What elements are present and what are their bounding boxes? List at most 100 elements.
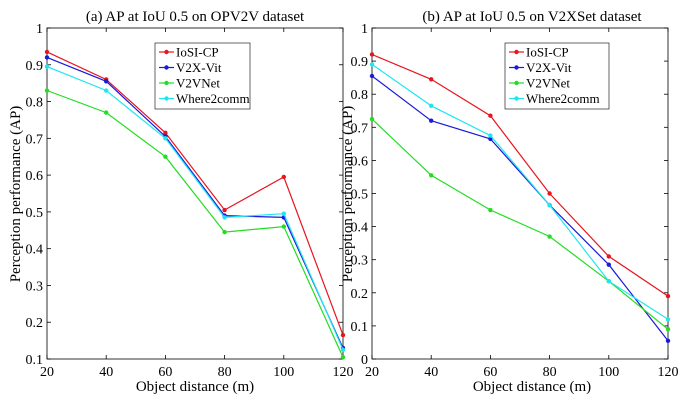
data-point: [222, 229, 227, 235]
data-point: [369, 62, 375, 67]
y-tick-label: 0.7: [351, 121, 369, 136]
legend-marker: [514, 49, 519, 55]
data-point: [281, 224, 286, 229]
y-tick-label: 0.2: [26, 316, 44, 331]
series-line-v2vnet: [46, 89, 344, 358]
y-tick-label: 0.6: [351, 154, 369, 169]
y-tick-label: 0.3: [351, 254, 369, 269]
data-point: [104, 110, 109, 115]
data-point: [281, 211, 286, 216]
data-point: [547, 234, 552, 239]
data-point: [369, 116, 375, 122]
x-tick-label: 80: [218, 365, 232, 380]
x-tick-label: 80: [543, 365, 557, 380]
x-tick-label: 120: [658, 365, 679, 380]
series-line-iosi-cp: [46, 51, 344, 336]
data-point: [369, 52, 375, 57]
data-point: [488, 207, 493, 213]
legend-marker: [514, 96, 519, 101]
y-tick-label: 0.1: [26, 353, 44, 368]
y-tick-label: 0.4: [351, 221, 369, 236]
plot-frame-a: [46, 27, 344, 360]
chart-panel-b: (b) AP at IoU 0.5 on V2XSet dataset Obje…: [340, 9, 679, 395]
chart-panel-a: (a) AP at IoU 0.5 on OPV2V dataset Objec…: [8, 9, 354, 395]
y-axis-label-b: Perception performance (AP): [340, 106, 356, 283]
chart-title-a: (a) AP at IoU 0.5 on OPV2V dataset: [86, 9, 305, 25]
legend-marker: [164, 49, 169, 55]
data-point: [665, 338, 671, 343]
data-point: [163, 154, 168, 159]
data-point: [44, 64, 50, 69]
data-point: [429, 118, 434, 123]
data-point: [340, 354, 346, 360]
x-tick-label: 40: [424, 365, 438, 380]
data-point: [488, 133, 493, 138]
data-point: [606, 254, 611, 259]
data-point: [547, 191, 552, 196]
legend-label: Where2comm: [176, 91, 250, 106]
x-axis-label-b: Object distance (m): [473, 379, 591, 395]
legend-label: V2VNet: [526, 76, 570, 91]
data-point: [488, 113, 493, 118]
legend-label: V2VNet: [176, 76, 220, 91]
x-tick-label: 20: [365, 365, 379, 380]
series-line-where2comm: [46, 66, 344, 351]
legend-label: Where2comm: [526, 91, 600, 106]
data-point: [547, 202, 552, 208]
data-point: [340, 347, 346, 353]
x-axis-label-a: Object distance (m): [136, 379, 254, 395]
legend-marker: [514, 80, 519, 86]
chart-title-b: (b) AP at IoU 0.5 on V2XSet dataset: [422, 9, 642, 25]
y-tick-label: 0.8: [26, 96, 44, 111]
y-tick-label: 0.9: [351, 55, 369, 70]
data-point: [281, 174, 286, 180]
y-tick-label: 0.5: [351, 188, 369, 203]
legend-marker: [164, 96, 169, 101]
y-tick-label: 1: [36, 22, 43, 37]
data-point: [606, 279, 611, 284]
series-line-iosi-cp: [371, 53, 669, 297]
y-tick-label: 0.5: [26, 206, 44, 221]
y-tick-label: 1: [361, 22, 368, 37]
x-tick-label: 100: [598, 365, 619, 380]
x-tick-label: 40: [99, 365, 113, 380]
data-point: [606, 262, 611, 267]
data-point: [44, 88, 50, 93]
legend-marker: [164, 80, 169, 86]
legend-marker: [164, 65, 169, 70]
data-point: [369, 73, 375, 79]
data-point: [44, 55, 50, 60]
y-axis-label-a: Perception performance (AP): [8, 106, 24, 283]
data-point: [665, 327, 671, 332]
x-tick-label: 120: [333, 365, 354, 380]
legend-label: IoSI-CP: [526, 45, 569, 60]
x-tick-label: 100: [273, 365, 294, 380]
legend-label: IoSI-CP: [176, 45, 219, 60]
y-tick-label: 0.6: [26, 169, 44, 184]
series-line-v2x-vit: [46, 56, 344, 349]
data-point: [163, 130, 168, 136]
series-line-v2vnet: [371, 118, 669, 330]
data-point: [429, 77, 434, 82]
data-point: [222, 207, 227, 213]
series-line-where2comm: [371, 63, 669, 320]
y-tick-label: 0.2: [351, 287, 369, 302]
data-point: [44, 49, 50, 55]
y-tick-label: 0.8: [351, 88, 369, 103]
data-point: [340, 332, 346, 338]
x-tick-label: 20: [40, 365, 54, 380]
legend-marker: [514, 65, 519, 70]
y-tick-label: 0.3: [26, 279, 44, 294]
legend-label: V2X-Vit: [526, 60, 572, 75]
data-point: [665, 293, 671, 299]
y-tick-label: 0: [361, 353, 368, 368]
legend-label: V2X-Vit: [176, 60, 222, 75]
x-tick-label: 60: [158, 365, 172, 380]
y-tick-label: 0.9: [26, 59, 44, 74]
y-tick-label: 0.7: [26, 132, 44, 147]
data-point: [104, 88, 109, 93]
data-point: [429, 173, 434, 178]
data-point: [163, 136, 168, 141]
y-tick-label: 0.1: [351, 320, 369, 335]
x-tick-label: 60: [483, 365, 497, 380]
